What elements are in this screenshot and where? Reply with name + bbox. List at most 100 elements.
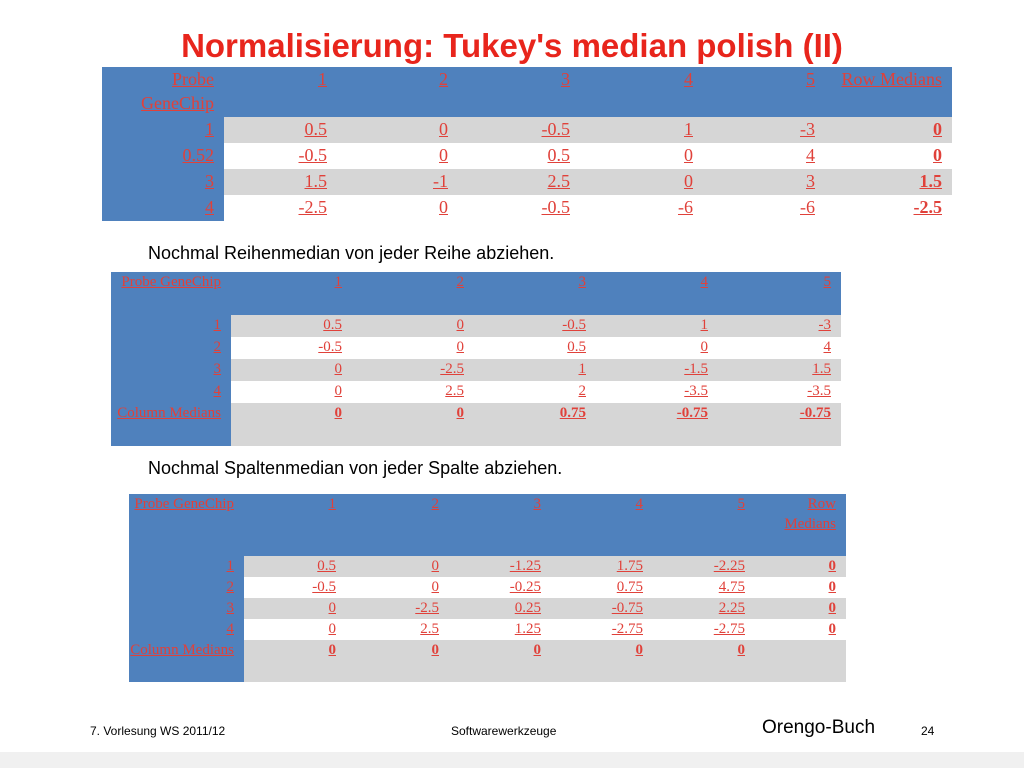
table-cell[interactable]: 0	[337, 143, 458, 169]
header-row-medians[interactable]: Row Medians	[825, 67, 952, 117]
table-cell[interactable]: 1.5	[224, 169, 337, 195]
column-medians-label[interactable]: Column Medians	[129, 640, 244, 682]
row-label[interactable]: 4	[111, 381, 231, 403]
column-medians-label[interactable]: Column Medians	[111, 403, 231, 446]
header-col-1[interactable]: 1	[231, 272, 352, 315]
table-cell[interactable]: -2.75	[653, 619, 755, 640]
table-cell[interactable]: 0.5	[244, 556, 346, 577]
header-probe-genechip[interactable]: Probe GeneChip	[102, 67, 224, 117]
table-cell[interactable]: -3.5	[718, 381, 841, 403]
table-cell[interactable]: 0.25	[449, 598, 551, 619]
row-label[interactable]: 1	[129, 556, 244, 577]
header-col-1[interactable]: 1	[224, 67, 337, 117]
table-cell[interactable]: -3	[718, 315, 841, 337]
row-label[interactable]: 4	[129, 619, 244, 640]
table-cell[interactable]: 0	[346, 577, 449, 598]
header-col-1[interactable]: 1	[244, 494, 346, 556]
table-cell[interactable]: 0	[231, 359, 352, 381]
table-cell[interactable]: -0.5	[474, 315, 596, 337]
table-cell[interactable]: -3	[703, 117, 825, 143]
table-cell[interactable]: 1	[596, 315, 718, 337]
table-cell[interactable]: 1.5	[718, 359, 841, 381]
header-col-3[interactable]: 3	[449, 494, 551, 556]
header-col-3[interactable]: 3	[458, 67, 580, 117]
table-cell[interactable]: 0	[231, 381, 352, 403]
header-col-4[interactable]: 4	[596, 272, 718, 315]
row-label[interactable]: 1	[111, 315, 231, 337]
table-cell[interactable]: -0.25	[449, 577, 551, 598]
table-cell[interactable]: 0.5	[458, 143, 580, 169]
header-col-2[interactable]: 2	[346, 494, 449, 556]
table-cell[interactable]: 1.25	[449, 619, 551, 640]
column-median-cell[interactable]: 0	[551, 640, 653, 682]
row-median-cell[interactable]: 0	[755, 556, 846, 577]
table-cell[interactable]: 4	[718, 337, 841, 359]
table-cell[interactable]: 0.5	[231, 315, 352, 337]
table-cell[interactable]: -0.5	[244, 577, 346, 598]
row-label[interactable]: 1	[102, 117, 224, 143]
column-median-cell[interactable]: 0	[352, 403, 474, 446]
table-cell[interactable]: 0	[580, 169, 703, 195]
header-col-4[interactable]: 4	[580, 67, 703, 117]
row-label[interactable]: 2	[111, 337, 231, 359]
header-col-4[interactable]: 4	[551, 494, 653, 556]
table-cell[interactable]: 0	[337, 117, 458, 143]
table-cell[interactable]: -0.5	[231, 337, 352, 359]
table-cell[interactable]: 2.25	[653, 598, 755, 619]
table-cell[interactable]: -6	[703, 195, 825, 221]
header-row-medians[interactable]: Row Medians	[755, 494, 846, 556]
row-median-cell[interactable]: 0	[755, 598, 846, 619]
header-probe-genechip[interactable]: Probe GeneChip	[129, 494, 244, 556]
table-cell[interactable]: 0	[352, 337, 474, 359]
table-cell[interactable]: 0.5	[474, 337, 596, 359]
table-cell[interactable]: 0	[244, 619, 346, 640]
table-cell[interactable]: -3.5	[596, 381, 718, 403]
column-median-cell[interactable]: 0	[231, 403, 352, 446]
table-cell[interactable]: -2.5	[352, 359, 474, 381]
table-cell[interactable]: 2.5	[346, 619, 449, 640]
table-cell[interactable]: -2.5	[346, 598, 449, 619]
table-cell[interactable]: 1	[580, 117, 703, 143]
header-col-3[interactable]: 3	[474, 272, 596, 315]
table-cell[interactable]: 4	[703, 143, 825, 169]
table-cell[interactable]: 0.75	[551, 577, 653, 598]
row-median-cell[interactable]: -2.5	[825, 195, 952, 221]
row-median-cell[interactable]: 1.5	[825, 169, 952, 195]
table-cell[interactable]: 0	[337, 195, 458, 221]
table-cell[interactable]: -0.5	[458, 195, 580, 221]
row-label[interactable]: 4	[102, 195, 224, 221]
header-col-2[interactable]: 2	[337, 67, 458, 117]
table-cell[interactable]: 1	[474, 359, 596, 381]
table-cell[interactable]: 4.75	[653, 577, 755, 598]
row-label[interactable]: 3	[111, 359, 231, 381]
header-col-5[interactable]: 5	[703, 67, 825, 117]
table-cell[interactable]: -2.5	[224, 195, 337, 221]
column-median-cell[interactable]: 0	[449, 640, 551, 682]
row-label[interactable]: 3	[102, 169, 224, 195]
row-median-cell[interactable]: 0	[755, 577, 846, 598]
row-median-cell[interactable]: 0	[825, 143, 952, 169]
column-median-cell[interactable]: -0.75	[596, 403, 718, 446]
table-cell[interactable]: 1.75	[551, 556, 653, 577]
table-cell[interactable]: -2.25	[653, 556, 755, 577]
table-cell[interactable]: 0	[580, 143, 703, 169]
table-cell[interactable]: 2	[474, 381, 596, 403]
table-cell[interactable]: -0.75	[551, 598, 653, 619]
table-cell[interactable]: 0	[596, 337, 718, 359]
column-median-cell[interactable]: 0.75	[474, 403, 596, 446]
table-cell[interactable]: 2.5	[458, 169, 580, 195]
row-label[interactable]: 2	[129, 577, 244, 598]
table-cell[interactable]: 0	[346, 556, 449, 577]
table-cell[interactable]: -1.5	[596, 359, 718, 381]
table-cell[interactable]: -1.25	[449, 556, 551, 577]
header-col-5[interactable]: 5	[718, 272, 841, 315]
table-cell[interactable]: 0.5	[224, 117, 337, 143]
row-median-cell[interactable]: 0	[825, 117, 952, 143]
table-cell[interactable]: 2.5	[352, 381, 474, 403]
table-cell[interactable]: -1	[337, 169, 458, 195]
column-median-cell[interactable]: 0	[653, 640, 755, 682]
header-col-5[interactable]: 5	[653, 494, 755, 556]
table-cell[interactable]: 0	[244, 598, 346, 619]
column-median-cell[interactable]: 0	[346, 640, 449, 682]
table-cell[interactable]: 3	[703, 169, 825, 195]
